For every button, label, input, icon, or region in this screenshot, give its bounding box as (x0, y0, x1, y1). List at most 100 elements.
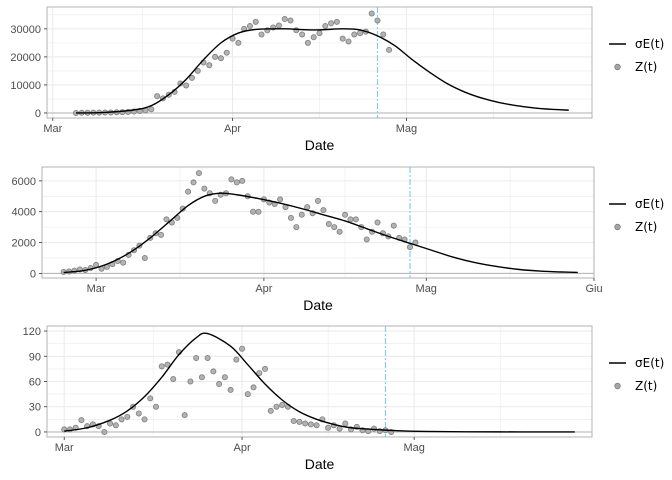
x-tick-label: Giu (585, 283, 602, 295)
y-tick-label: 0 (35, 108, 41, 120)
observed-point (267, 407, 274, 414)
observed-point (313, 422, 320, 429)
observed-point (181, 412, 188, 419)
observed-point (183, 82, 190, 89)
y-tick-label: 0 (35, 427, 41, 439)
observed-point (345, 38, 352, 45)
observed-point (233, 179, 240, 186)
observed-point (246, 23, 253, 30)
observed-point (293, 27, 300, 34)
observed-point (363, 236, 370, 243)
observed-point (217, 55, 224, 62)
x-tick-label: Mag (396, 123, 417, 135)
observed-point (357, 30, 364, 37)
observed-point (322, 23, 329, 30)
x-tick-label: Mag (416, 283, 437, 295)
observed-point (158, 231, 165, 238)
y-tick-label: 30 (29, 402, 41, 414)
x-tick-label: Mag (403, 442, 424, 454)
observed-point (164, 361, 171, 368)
observed-point (333, 18, 340, 25)
observed-point (250, 208, 257, 215)
model-curve (75, 28, 569, 114)
observed-point (277, 196, 284, 203)
observed-point (239, 177, 246, 184)
model-curve (63, 192, 578, 274)
observed-point (206, 62, 213, 69)
observed-point (380, 31, 387, 38)
observed-point (120, 259, 127, 266)
observed-point (316, 30, 323, 37)
observed-point (198, 374, 205, 381)
observed-point (281, 16, 288, 23)
observed-point (147, 395, 154, 402)
legend: σE(t) Z(t) (609, 197, 664, 234)
observed-point (390, 222, 397, 229)
observed-point (299, 31, 306, 38)
observed-point (304, 39, 311, 46)
observed-point (221, 374, 228, 381)
observed-point (141, 416, 148, 423)
observed-point (235, 39, 242, 46)
observed-point (374, 17, 381, 24)
observed-point (239, 345, 246, 352)
observed-point (386, 46, 393, 53)
observed-point (179, 205, 186, 212)
x-axis-title: Date (305, 456, 335, 472)
legend-label: σE(t) (635, 197, 664, 211)
observed-point (112, 422, 119, 429)
x-tick-label: Mar (87, 283, 106, 295)
observed-point (190, 179, 197, 186)
x-tick-label: Apr (233, 442, 250, 454)
observed-point (293, 224, 300, 231)
observed-point (296, 418, 303, 425)
observed-point (339, 35, 346, 42)
observed-point (310, 34, 317, 41)
observed-point (193, 354, 200, 361)
observed-point (185, 188, 192, 195)
observed-point (118, 416, 125, 423)
y-tick-label: 6000 (12, 176, 36, 188)
legend-label: Z(t) (635, 220, 657, 234)
observed-point (325, 221, 332, 228)
observed-point (275, 22, 282, 29)
observed-point (279, 402, 286, 409)
observed-point (328, 20, 335, 27)
observed-point (250, 384, 257, 391)
panel-1: 0 10000 20000 30000 Mar Apr Mag Date σE(t) Z(t) (10, 6, 664, 153)
x-axis-title: Date (303, 297, 333, 313)
observed-point (256, 370, 263, 377)
observed-point (352, 216, 359, 223)
observed-point (158, 363, 165, 370)
x-tick-label: Mar (43, 123, 62, 135)
observed-point (307, 421, 314, 428)
legend-point-key (614, 223, 621, 231)
panel-border (41, 166, 595, 279)
legend-point-key (614, 382, 621, 390)
x-tick-label: Mar (55, 442, 74, 454)
y-tick-label: 30000 (10, 24, 41, 36)
observed-point (252, 18, 259, 25)
y-tick-label: 0 (30, 268, 36, 280)
observed-point (406, 244, 413, 251)
observed-point (204, 354, 211, 361)
observed-point (370, 425, 377, 432)
observed-point (107, 420, 114, 427)
observed-point (177, 80, 184, 87)
observed-point (154, 93, 161, 100)
y-tick-label: 10000 (10, 80, 41, 92)
legend-label: Z(t) (635, 379, 657, 393)
x-axis-title: Date (305, 137, 335, 153)
observed-point (188, 74, 195, 81)
observed-point (124, 413, 131, 420)
observed-point (351, 31, 358, 38)
observed-point (195, 170, 202, 177)
legend-label: Z(t) (635, 60, 657, 74)
observed-point (342, 211, 349, 218)
observed-point (290, 418, 297, 425)
y-tick-label: 2000 (12, 238, 36, 250)
legend-label: σE(t) (635, 37, 664, 51)
y-tick-label: 4000 (12, 207, 36, 219)
panel-border (46, 6, 593, 119)
